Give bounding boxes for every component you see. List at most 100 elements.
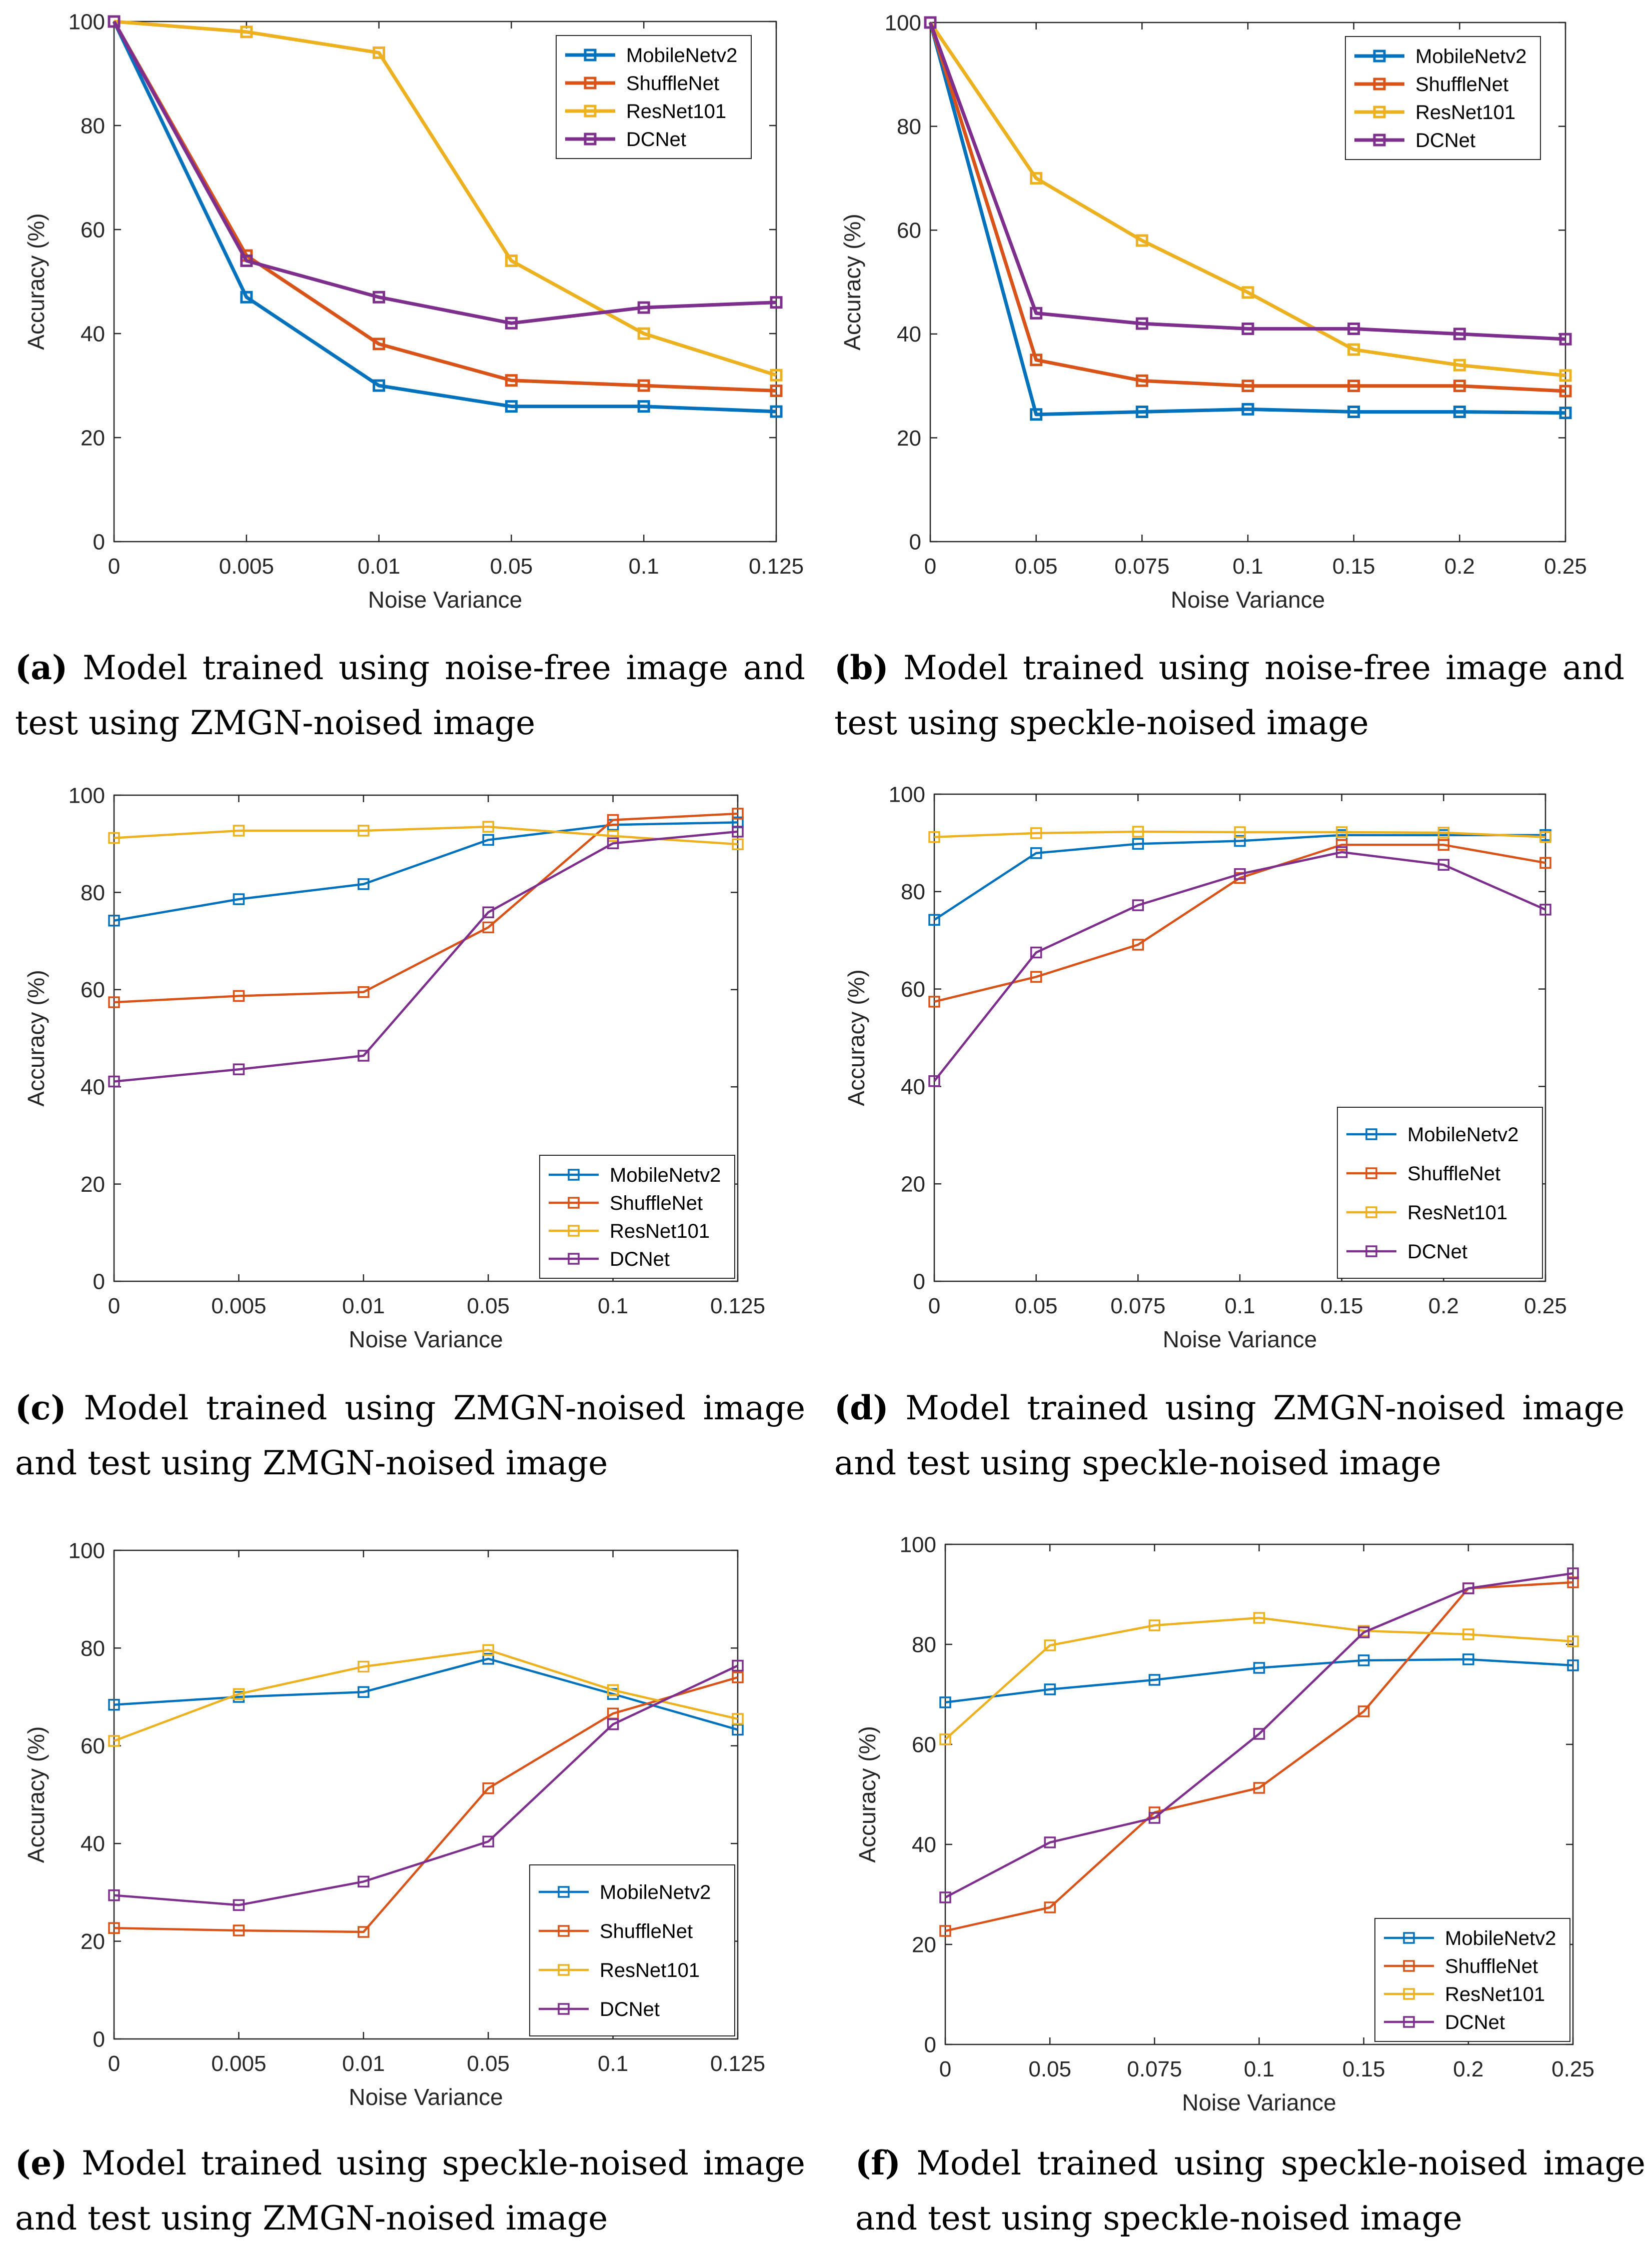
legend-marker-resnet101 [1403, 1988, 1415, 2000]
caption-a: (a) Model trained using noise-free image… [15, 640, 805, 751]
series-line-mobilenetv2 [114, 821, 738, 922]
data-point-resnet101 [1241, 286, 1254, 299]
data-point-shufflenet [233, 990, 245, 1002]
series-shufflenet [108, 808, 744, 1008]
x-tick-label: 0.01 [342, 1294, 385, 1318]
x-axis-label: Noise Variance [1182, 2089, 1336, 2115]
legend-marker-mobilenetv2 [1373, 50, 1386, 63]
data-point-shufflenet [482, 921, 494, 934]
series-shufflenet [108, 1671, 744, 1938]
data-point-mobilenetv2 [1357, 1654, 1370, 1666]
series-line-dcnet [928, 22, 1566, 341]
data-point-dcnet [1335, 846, 1348, 858]
x-tick-label: 0.1 [1244, 2057, 1274, 2081]
data-point-resnet101 [939, 1733, 951, 1745]
data-point-shufflenet [358, 986, 370, 998]
legend-marker-resnet101 [584, 105, 597, 118]
x-tick-label: 0.1 [1224, 1294, 1255, 1318]
y-tick-label: 60 [901, 977, 925, 1002]
series-line-mobilenetv2 [928, 22, 1566, 417]
x-tick-label: 0.075 [1127, 2057, 1182, 2081]
legend-marker-shufflenet [1403, 1960, 1415, 1972]
data-point-mobilenetv2 [1567, 1659, 1579, 1671]
legend-label-shufflenet: ShuffleNet [600, 1920, 693, 1942]
data-point-shufflenet [770, 384, 783, 397]
series-mobilenetv2 [939, 1653, 1579, 1708]
caption-b-text: Model trained using noise-free image and… [834, 649, 1624, 742]
data-point-resnet101 [1234, 826, 1246, 838]
data-point-resnet101 [1453, 359, 1466, 372]
data-point-resnet101 [1335, 826, 1348, 838]
chart-c-svg: 0 20 40 60 80 100 0 0.005 0.01 0.05 0.1 0.125 Noise … [23, 783, 765, 1352]
data-point-resnet101 [1347, 343, 1360, 356]
data-point-dcnet [1148, 1812, 1161, 1824]
data-point-resnet101 [1030, 172, 1043, 185]
x-tick-label: 0.15 [1332, 554, 1375, 579]
series-line-mobilenetv2 [945, 1658, 1573, 1704]
x-tick-label: 0 [928, 1294, 940, 1318]
data-point-resnet101 [1567, 1635, 1579, 1647]
data-point-dcnet [505, 317, 518, 330]
data-point-dcnet [1559, 333, 1572, 346]
x-tick-label: 0.1 [1232, 554, 1263, 579]
data-point-resnet101 [770, 369, 783, 382]
data-point-mobilenetv2 [1132, 838, 1144, 850]
series-line-resnet101 [944, 1616, 1573, 1740]
data-point-dcnet [607, 837, 619, 849]
data-point-mobilenetv2 [1234, 835, 1246, 847]
chart-d-svg: 0 20 40 60 80 100 0 0.05 0.075 0.1 0.15 0.2 0.25 Nois… [843, 782, 1567, 1352]
data-point-dcnet [233, 1899, 245, 1911]
x-tick-label: 0.01 [358, 554, 401, 579]
y-tick-label: 100 [69, 783, 105, 808]
x-tick-label: 0.075 [1110, 1294, 1165, 1318]
y-tick-label: 40 [81, 1832, 105, 1856]
series-resnet101 [108, 821, 744, 850]
data-point-mobilenetv2 [1148, 1674, 1161, 1686]
x-axis-label: Noise Variance [1171, 587, 1325, 613]
y-tick-label: 100 [885, 11, 921, 35]
data-point-mobilenetv2 [505, 400, 518, 413]
data-point-dcnet [732, 826, 744, 838]
x-tick-label: 0 [939, 2057, 951, 2081]
chart-b-svg: 0 20 40 60 80 100 0 0.05 0.075 0.1 0.15 0.2 0.25 Nois… [839, 11, 1587, 613]
legend-label-mobilenetv2: MobileNetv2 [610, 1164, 721, 1186]
data-point-resnet101 [1462, 1628, 1474, 1640]
legend-label-shufflenet: ShuffleNet [1445, 1955, 1538, 1977]
series-line-shufflenet [928, 22, 1566, 393]
series-resnet101 [928, 826, 1551, 843]
data-point-resnet101 [1044, 1639, 1056, 1651]
chart-d: 0 20 40 60 80 100 0 0.05 0.075 0.1 0.15 0.2 0.25 Nois… [825, 765, 1652, 1390]
y-tick-label: 40 [912, 1832, 936, 1857]
data-point-dcnet [1030, 946, 1042, 959]
y-axis-label: Accuracy (%) [23, 1726, 49, 1863]
legend-label-shufflenet: ShuffleNet [1407, 1163, 1500, 1185]
data-point-resnet101 [233, 825, 245, 837]
legend-marker-resnet101 [558, 1964, 570, 1976]
legend: MobileNetv2 ShuffleNet ResNet101 DCNet [529, 1864, 735, 2036]
legend-marker-shufflenet [558, 1925, 570, 1937]
data-point-shufflenet [732, 808, 744, 820]
series-line-mobilenetv2 [114, 1657, 738, 1731]
data-point-resnet101 [1539, 831, 1551, 843]
legend-box [1337, 1107, 1543, 1279]
legend-label-shufflenet: ShuffleNet [626, 73, 719, 95]
legend-label-mobilenetv2: MobileNetv2 [626, 45, 737, 67]
data-point-shufflenet [1347, 380, 1360, 393]
data-point-resnet101 [240, 26, 253, 39]
data-point-dcnet [358, 1875, 370, 1888]
data-point-dcnet [240, 254, 253, 267]
data-point-resnet101 [482, 1644, 494, 1656]
data-point-mobilenetv2 [240, 291, 253, 304]
data-point-mobilenetv2 [928, 914, 940, 926]
legend-label-dcnet: DCNet [1415, 130, 1475, 152]
data-point-dcnet [924, 16, 937, 29]
legend: MobileNetv2 ShuffleNet ResNet101 DCNet [539, 1155, 735, 1279]
x-tick-label: 0 [924, 554, 936, 579]
data-point-dcnet [939, 1891, 951, 1903]
y-tick-label: 0 [93, 2027, 105, 2051]
chart-c: 0 20 40 60 80 100 0 0.005 0.01 0.05 0.1 0.125 Noise … [0, 765, 825, 1390]
legend-marker-mobilenetv2 [558, 1886, 570, 1898]
y-tick-label: 0 [924, 2032, 936, 2057]
caption-c: (c) Model trained using ZMGN-noised imag… [15, 1380, 805, 1491]
series-resnet101 [108, 1644, 744, 1747]
